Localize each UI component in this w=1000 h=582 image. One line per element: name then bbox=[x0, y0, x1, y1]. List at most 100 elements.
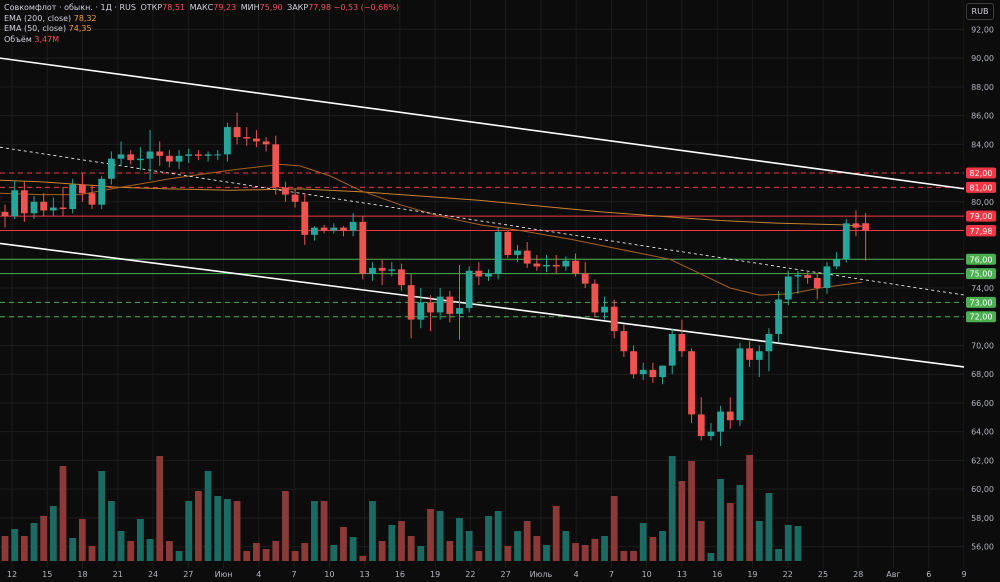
currency-button[interactable]: RUB bbox=[966, 3, 994, 20]
candle-body bbox=[775, 299, 782, 334]
price-label-text: 77,98 bbox=[970, 227, 993, 236]
ema50-row[interactable]: EMA (50, close) 74,35 bbox=[4, 24, 399, 35]
candle-body bbox=[601, 306, 608, 313]
candle-body bbox=[40, 201, 48, 211]
candle-body bbox=[736, 348, 744, 421]
price-tick-label: 92,00 bbox=[971, 25, 994, 34]
price-label-badge bbox=[966, 181, 996, 193]
volume-bar bbox=[359, 556, 367, 561]
volume-bar bbox=[707, 553, 715, 561]
volume-bar bbox=[659, 531, 666, 561]
volume-bar bbox=[736, 485, 744, 561]
volume-bar bbox=[349, 537, 357, 561]
price-label-badge bbox=[966, 296, 996, 308]
volume-bar bbox=[494, 511, 502, 561]
price-tick-label: 74,00 bbox=[971, 284, 994, 293]
volume-bar bbox=[330, 545, 338, 561]
volume-bar bbox=[765, 493, 773, 561]
candle-body bbox=[359, 221, 367, 274]
candle-body bbox=[311, 227, 318, 235]
volume-bar bbox=[610, 496, 618, 561]
price-tick-label: 86,00 bbox=[971, 112, 994, 121]
date-tick-label: 22 bbox=[465, 570, 475, 579]
volume-bar bbox=[378, 541, 386, 561]
candle-body bbox=[340, 227, 347, 231]
volume-bar bbox=[678, 481, 686, 561]
low-label: МИН bbox=[240, 3, 260, 12]
candle-body bbox=[746, 348, 753, 360]
price-label-badge bbox=[966, 167, 996, 179]
volume-bar bbox=[282, 491, 289, 561]
volume-bar bbox=[746, 455, 753, 561]
candle-body bbox=[98, 178, 106, 205]
ema200-line bbox=[0, 179, 863, 227]
date-tick-label: 19 bbox=[430, 570, 440, 579]
volume-bar bbox=[775, 549, 782, 561]
volume-bar bbox=[427, 509, 434, 561]
candle-body bbox=[1, 211, 9, 217]
price-label-badge bbox=[966, 210, 996, 222]
volume-bar bbox=[552, 506, 560, 561]
price-label-text: 79,00 bbox=[970, 212, 993, 221]
candle-body bbox=[620, 331, 628, 352]
date-tick-label: 9 bbox=[961, 570, 966, 579]
candle-body bbox=[610, 306, 618, 332]
volume-bar bbox=[107, 501, 115, 561]
candle-body bbox=[107, 158, 115, 179]
candle-body bbox=[185, 154, 193, 156]
price-label-text: 72,00 bbox=[970, 313, 993, 322]
candle-body bbox=[301, 201, 309, 235]
candle-body bbox=[765, 333, 773, 352]
volume-bar bbox=[146, 539, 154, 561]
price-tick-label: 80,00 bbox=[971, 198, 994, 207]
volume-bar bbox=[165, 541, 173, 561]
volume-bar bbox=[668, 456, 676, 561]
volume-bar bbox=[69, 538, 77, 561]
volume-bar bbox=[388, 525, 396, 561]
volume-bar bbox=[117, 531, 125, 561]
volume-row[interactable]: Объём 3,47M bbox=[4, 35, 399, 46]
candle-body bbox=[523, 250, 531, 264]
candle-body bbox=[485, 273, 492, 277]
open-value: 78,51 bbox=[162, 3, 186, 12]
candle-body bbox=[842, 223, 850, 260]
volume-bar bbox=[253, 543, 260, 561]
high-label: МАКС bbox=[189, 3, 214, 12]
candle-body bbox=[446, 296, 454, 314]
candle-body bbox=[146, 151, 154, 159]
candle-body bbox=[688, 351, 695, 415]
price-tick-label: 90,00 bbox=[971, 54, 994, 63]
price-label-text: 75,00 bbox=[970, 270, 993, 279]
volume-bar bbox=[717, 479, 724, 561]
date-tick-label: 18 bbox=[77, 570, 87, 579]
price-tick-label: 68,00 bbox=[971, 370, 994, 379]
date-tick-label: 13 bbox=[359, 570, 369, 579]
candle-body bbox=[475, 270, 483, 277]
volume-bar bbox=[272, 541, 280, 561]
ema200-row[interactable]: EMA (200, close) 78,32 bbox=[4, 14, 399, 25]
candle-body bbox=[349, 221, 357, 231]
volume-bar bbox=[533, 536, 541, 561]
date-tick-label: 16 bbox=[712, 570, 722, 579]
candle-body bbox=[552, 265, 560, 267]
volume-value: 3,47M bbox=[34, 34, 60, 44]
volume-bar bbox=[243, 551, 251, 561]
volume-bar bbox=[156, 456, 164, 561]
price-tick-label: 62,00 bbox=[971, 456, 994, 465]
candle-body bbox=[117, 154, 125, 159]
candle-body bbox=[717, 411, 724, 432]
date-tick-label: Июн bbox=[215, 570, 233, 579]
volume-bar bbox=[504, 546, 512, 561]
ema50-line bbox=[0, 163, 863, 296]
date-tick-label: 21 bbox=[113, 570, 123, 579]
date-tick-label: 24 bbox=[148, 570, 158, 579]
date-tick-label: 27 bbox=[183, 570, 193, 579]
close-value: 77,98 bbox=[308, 3, 332, 12]
candle-body bbox=[262, 141, 270, 145]
ema50-value: 74,35 bbox=[68, 24, 92, 33]
candle-body bbox=[533, 263, 541, 267]
volume-bar bbox=[485, 516, 492, 561]
volume-bar bbox=[233, 501, 241, 561]
